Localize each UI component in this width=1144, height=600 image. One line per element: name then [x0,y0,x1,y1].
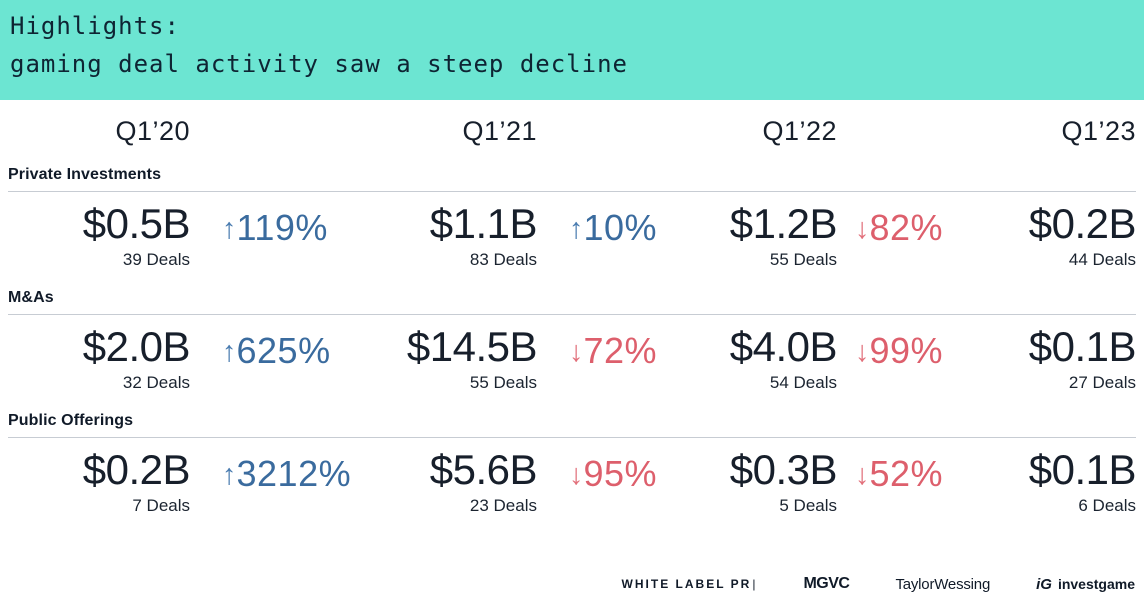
deal-count: 55 Deals [769,250,837,269]
section-label: Private Investments [8,166,162,183]
deal-count: 44 Deals [1068,250,1136,269]
investgame-text: investgame [1057,575,1135,592]
change-percent: 72% [583,330,658,371]
value-cell: $0.1B 27 Deals [957,323,1137,393]
quarter-label-q123: Q1’23 [1061,116,1136,146]
change-cell: ↑119% [190,203,390,249]
deal-amount: $0.5B [82,200,191,247]
value-cell: $4.0B 54 Deals [667,323,838,393]
investgame-icon: iG [1036,575,1052,593]
arrow-down-icon: ↓ [569,459,584,491]
arrow-up-icon: ↑ [222,459,237,491]
deal-count: 23 Deals [469,496,537,515]
value-cell: $0.2B 44 Deals [957,200,1137,270]
section-data-row: $0.5B 39 Deals ↑119% $1.1B 83 Deals ↑10%… [8,192,1137,270]
arrow-down-icon: ↓ [855,336,870,368]
value-cell: $0.1B 6 Deals [957,446,1137,516]
change-percent: 10% [583,207,658,248]
banner-title: Highlights: [10,12,180,40]
white-label-pr-logo: WHITE LABEL PR| [622,577,758,591]
deal-amount: $1.2B [729,200,838,247]
deal-count: 32 Deals [122,373,190,392]
arrow-down-icon: ↓ [855,213,870,245]
value-cell: $0.2B 7 Deals [8,446,191,516]
value-cell: $0.5B 39 Deals [8,200,191,270]
arrow-up-icon: ↑ [222,213,237,245]
change-percent: 95% [583,453,658,494]
change-percent: 99% [869,330,944,371]
section-divider [8,191,1136,192]
arrow-down-icon: ↓ [569,336,584,368]
change-percent: 82% [869,207,944,248]
banner-subtitle: gaming deal activity saw a steep decline [10,50,628,78]
white-label-pr-bar: | [752,577,758,591]
deal-count: 55 Deals [469,373,537,392]
deal-amount: $4.0B [729,323,838,370]
deal-amount: $0.2B [82,446,191,493]
value-cell: $1.2B 55 Deals [667,200,838,270]
change-cell: ↓52% [837,449,957,495]
value-cell: $1.1B 83 Deals [390,200,538,270]
change-cell: ↑625% [190,326,390,372]
deal-count: 7 Deals [132,496,190,515]
arrow-down-icon: ↓ [855,459,870,491]
deal-count: 39 Deals [122,250,190,269]
arrow-up-icon: ↑ [222,336,237,368]
change-cell: ↓82% [837,203,957,249]
section-mas: M&As $2.0B 32 Deals ↑625% $14.5B 55 Deal… [8,289,1137,393]
change-cell: ↓95% [537,449,667,495]
investgame-logo: iG investgame [1036,576,1135,593]
deal-activity-table: Q1’20 Q1’21 Q1’22 Q1’23 Private Investme… [0,116,1144,516]
taylor-wessing-logo: TaylorWessing [895,575,991,593]
value-cell: $0.3B 5 Deals [667,446,838,516]
highlights-banner: Highlights: gaming deal activity saw a s… [0,0,1144,100]
deal-count: 83 Deals [469,250,537,269]
deal-amount: $0.1B [1028,323,1137,370]
quarter-label-q122: Q1’22 [762,116,837,146]
section-public-offerings: Public Offerings $0.2B 7 Deals ↑3212% $5… [8,412,1137,516]
deal-amount: $2.0B [82,323,191,370]
quarter-header-row: Q1’20 Q1’21 Q1’22 Q1’23 [8,116,1136,147]
section-private-investments: Private Investments $0.5B 39 Deals ↑119%… [8,166,1137,270]
quarter-label-q120: Q1’20 [115,116,190,146]
change-percent: 3212% [236,453,352,494]
change-percent: 625% [236,330,331,371]
change-cell: ↓72% [537,326,667,372]
change-cell: ↑10% [537,203,667,249]
quarter-label-q121: Q1’21 [462,116,537,146]
mgvc-logo: MGVC [803,575,850,592]
change-percent: 52% [869,453,944,494]
value-cell: $5.6B 23 Deals [390,446,538,516]
change-cell: ↑3212% [190,449,390,495]
value-cell: $2.0B 32 Deals [8,323,191,393]
deal-amount: $0.1B [1028,446,1137,493]
white-label-pr-text: WHITE LABEL PR [621,577,752,591]
change-cell: ↓99% [837,326,957,372]
deal-count: 5 Deals [779,496,837,515]
partner-logos: WHITE LABEL PR| MGVC TaylorWessing iG inv… [0,575,1135,593]
section-data-row: $0.2B 7 Deals ↑3212% $5.6B 23 Deals ↓95%… [8,438,1137,516]
change-percent: 119% [236,207,328,248]
deal-amount: $0.3B [729,446,838,493]
value-cell: $14.5B 55 Deals [390,323,538,393]
deal-amount: $14.5B [406,323,538,370]
arrow-up-icon: ↑ [569,213,584,245]
deal-amount: $0.2B [1028,200,1137,247]
deal-amount: $1.1B [429,200,538,247]
section-label: Public Offerings [8,412,134,429]
deal-count: 54 Deals [769,373,837,392]
section-divider [8,314,1136,315]
section-data-row: $2.0B 32 Deals ↑625% $14.5B 55 Deals ↓72… [8,315,1137,393]
deal-count: 27 Deals [1068,373,1136,392]
section-label: M&As [8,289,54,306]
section-divider [8,437,1136,438]
deal-amount: $5.6B [429,446,538,493]
deal-count: 6 Deals [1078,496,1136,515]
